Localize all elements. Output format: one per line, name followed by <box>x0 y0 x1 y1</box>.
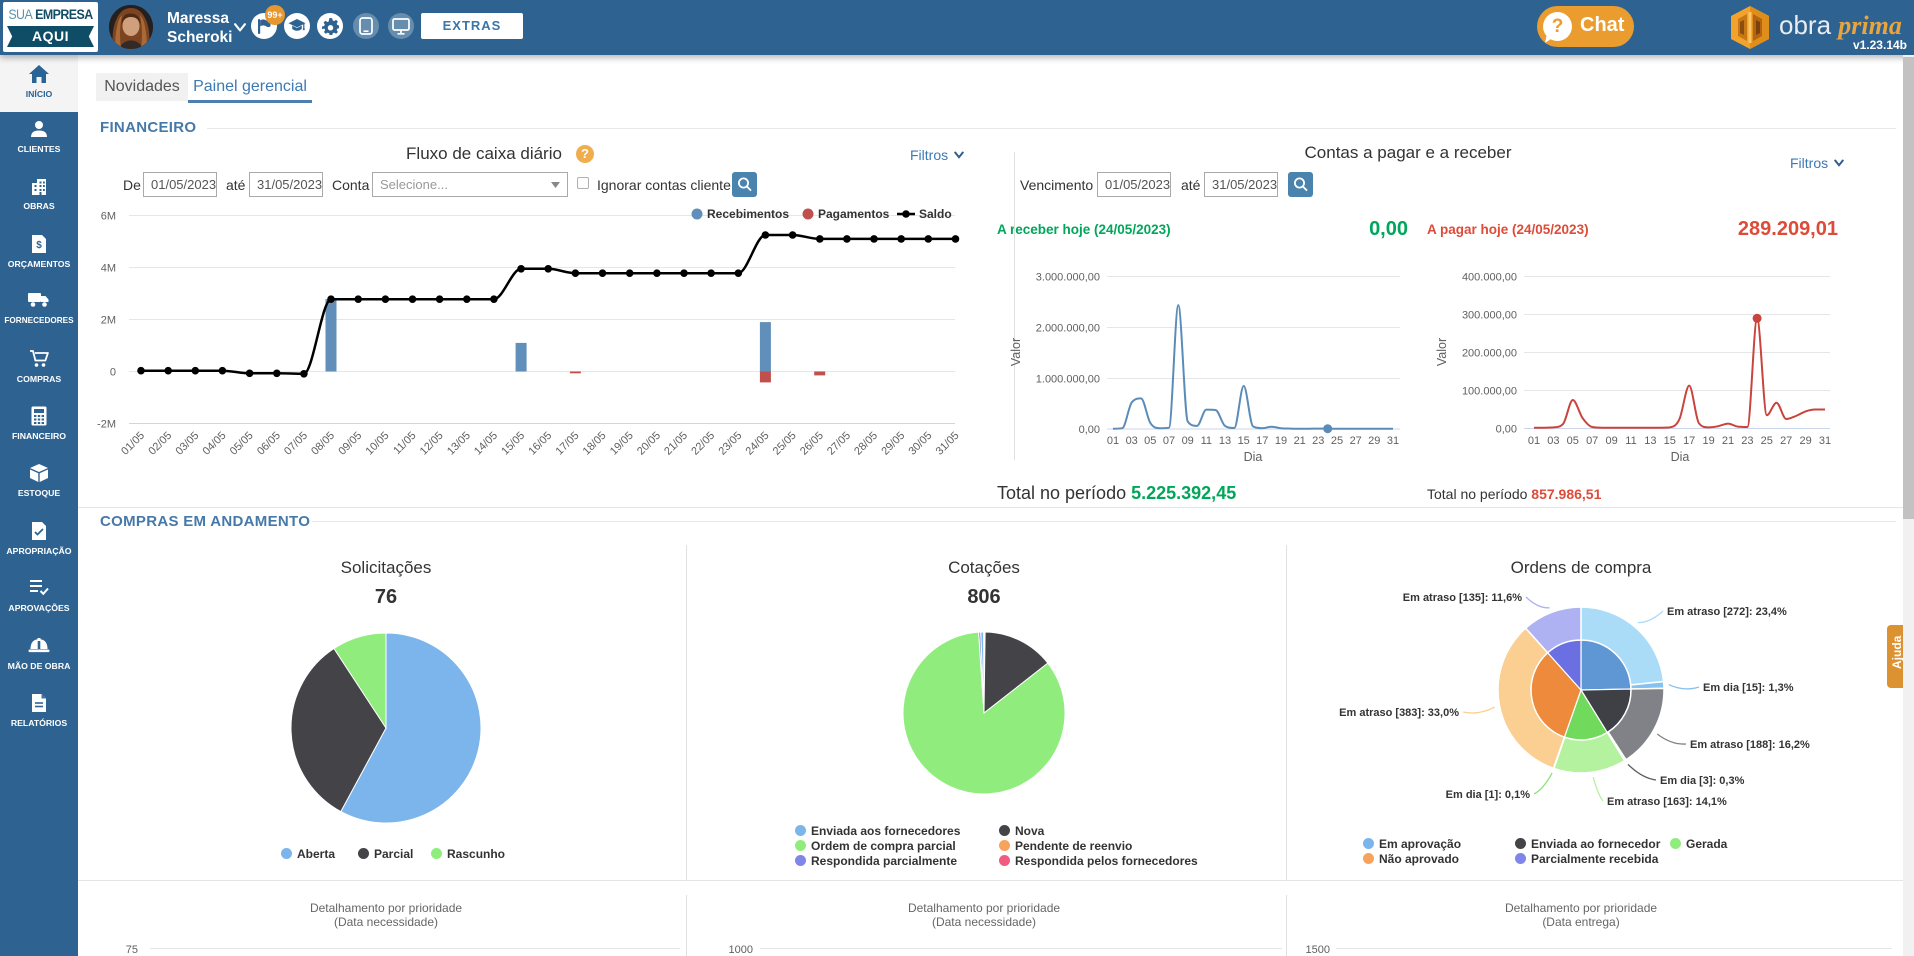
svg-text:Saldo: Saldo <box>919 207 952 221</box>
svg-text:21: 21 <box>1722 435 1734 447</box>
svg-text:23: 23 <box>1741 435 1753 447</box>
svg-text:05: 05 <box>1144 435 1156 447</box>
svg-text:21: 21 <box>1294 435 1306 447</box>
svg-text:0,00: 0,00 <box>1496 424 1517 436</box>
svg-text:Em atraso [272]: 23,4%: Em atraso [272]: 23,4% <box>1667 606 1787 618</box>
svg-text:27: 27 <box>1350 435 1362 447</box>
svg-text:1.000.000,00: 1.000.000,00 <box>1036 374 1100 386</box>
svg-text:Valor: Valor <box>1435 338 1449 366</box>
svg-text:11: 11 <box>1625 435 1636 447</box>
svg-text:21/05: 21/05 <box>662 430 690 458</box>
svg-text:03: 03 <box>1547 435 1559 447</box>
svg-text:26/05: 26/05 <box>798 430 826 458</box>
svg-text:03: 03 <box>1126 435 1138 447</box>
svg-text:Em atraso [383]: 33,0%: Em atraso [383]: 33,0% <box>1339 707 1459 719</box>
svg-text:Em atraso [163]: 14,1%: Em atraso [163]: 14,1% <box>1607 796 1727 808</box>
svg-text:25: 25 <box>1331 435 1343 447</box>
svg-text:Em atraso [188]: 16,2%: Em atraso [188]: 16,2% <box>1690 739 1810 751</box>
svg-text:27: 27 <box>1780 435 1792 447</box>
svg-text:16/05: 16/05 <box>526 430 554 458</box>
svg-text:15: 15 <box>1238 435 1250 447</box>
svg-text:-2M: -2M <box>97 419 116 431</box>
svg-text:25/05: 25/05 <box>771 430 799 458</box>
svg-text:Valor: Valor <box>1009 338 1023 366</box>
svg-text:Em atraso [135]: 11,6%: Em atraso [135]: 11,6% <box>1403 592 1522 604</box>
svg-text:17: 17 <box>1683 435 1695 447</box>
svg-text:29: 29 <box>1368 435 1380 447</box>
svg-text:23/05: 23/05 <box>716 430 744 458</box>
svg-text:Dia: Dia <box>1244 450 1263 464</box>
svg-text:14/05: 14/05 <box>472 430 500 458</box>
svg-text:0: 0 <box>110 367 116 379</box>
svg-text:13: 13 <box>1219 435 1231 447</box>
svg-text:17/05: 17/05 <box>554 430 582 458</box>
svg-text:Recebimentos: Recebimentos <box>707 207 789 221</box>
svg-text:6M: 6M <box>101 211 116 223</box>
svg-text:18/05: 18/05 <box>581 430 609 458</box>
svg-text:02/05: 02/05 <box>146 430 174 458</box>
svg-text:Em dia [3]: 0,3%: Em dia [3]: 0,3% <box>1660 775 1745 787</box>
svg-text:05: 05 <box>1567 435 1579 447</box>
svg-text:23: 23 <box>1312 435 1324 447</box>
svg-text:3.000.000,00: 3.000.000,00 <box>1036 272 1100 284</box>
svg-text:4M: 4M <box>101 263 116 275</box>
svg-text:05/05: 05/05 <box>228 430 256 458</box>
svg-text:200.000,00: 200.000,00 <box>1462 348 1517 360</box>
svg-text:100.000,00: 100.000,00 <box>1462 386 1517 398</box>
svg-text:09: 09 <box>1182 435 1194 447</box>
svg-text:28/05: 28/05 <box>852 430 880 458</box>
svg-text:24/05: 24/05 <box>744 430 772 458</box>
svg-text:$: $ <box>36 240 42 251</box>
svg-text:19/05: 19/05 <box>608 430 636 458</box>
svg-text:06/05: 06/05 <box>255 430 283 458</box>
svg-text:11: 11 <box>1201 435 1212 447</box>
svg-text:Pagamentos: Pagamentos <box>818 207 890 221</box>
svg-text:20/05: 20/05 <box>635 430 663 458</box>
svg-text:31: 31 <box>1387 435 1399 447</box>
svg-text:0,00: 0,00 <box>1079 424 1100 436</box>
svg-text:13: 13 <box>1644 435 1656 447</box>
svg-text:29: 29 <box>1799 435 1811 447</box>
svg-text:03/05: 03/05 <box>173 430 201 458</box>
svg-text:11/05: 11/05 <box>391 430 418 457</box>
svg-text:01: 01 <box>1107 435 1119 447</box>
svg-text:Em dia [1]: 0,1%: Em dia [1]: 0,1% <box>1446 789 1531 801</box>
svg-text:07/05: 07/05 <box>282 430 310 458</box>
svg-text:Em dia [15]: 1,3%: Em dia [15]: 1,3% <box>1703 682 1794 694</box>
svg-text:2.000.000,00: 2.000.000,00 <box>1036 323 1100 335</box>
svg-text:01: 01 <box>1528 435 1540 447</box>
svg-text:27/05: 27/05 <box>825 430 853 458</box>
svg-text:22/05: 22/05 <box>689 430 717 458</box>
svg-text:07: 07 <box>1586 435 1598 447</box>
svg-text:31/05: 31/05 <box>934 430 962 458</box>
svg-text:2M: 2M <box>101 315 116 327</box>
svg-text:31: 31 <box>1819 435 1831 447</box>
svg-text:09/05: 09/05 <box>336 430 364 458</box>
svg-text:04/05: 04/05 <box>201 430 229 458</box>
svg-text:17: 17 <box>1256 435 1268 447</box>
svg-text:300.000,00: 300.000,00 <box>1462 310 1517 322</box>
svg-text:12/05: 12/05 <box>418 430 446 458</box>
svg-text:09: 09 <box>1605 435 1617 447</box>
svg-text:07: 07 <box>1163 435 1175 447</box>
svg-text:01/05: 01/05 <box>119 430 147 458</box>
svg-text:30/05: 30/05 <box>906 430 934 458</box>
svg-text:15/05: 15/05 <box>499 430 527 458</box>
svg-text:10/05: 10/05 <box>364 430 392 458</box>
svg-text:29/05: 29/05 <box>879 430 907 458</box>
svg-text:13/05: 13/05 <box>445 430 473 458</box>
svg-text:08/05: 08/05 <box>309 430 337 458</box>
svg-text:Dia: Dia <box>1671 450 1690 464</box>
svg-text:25: 25 <box>1761 435 1773 447</box>
svg-text:19: 19 <box>1702 435 1714 447</box>
svg-text:400.000,00: 400.000,00 <box>1462 272 1517 284</box>
svg-text:19: 19 <box>1275 435 1287 447</box>
svg-text:15: 15 <box>1664 435 1676 447</box>
